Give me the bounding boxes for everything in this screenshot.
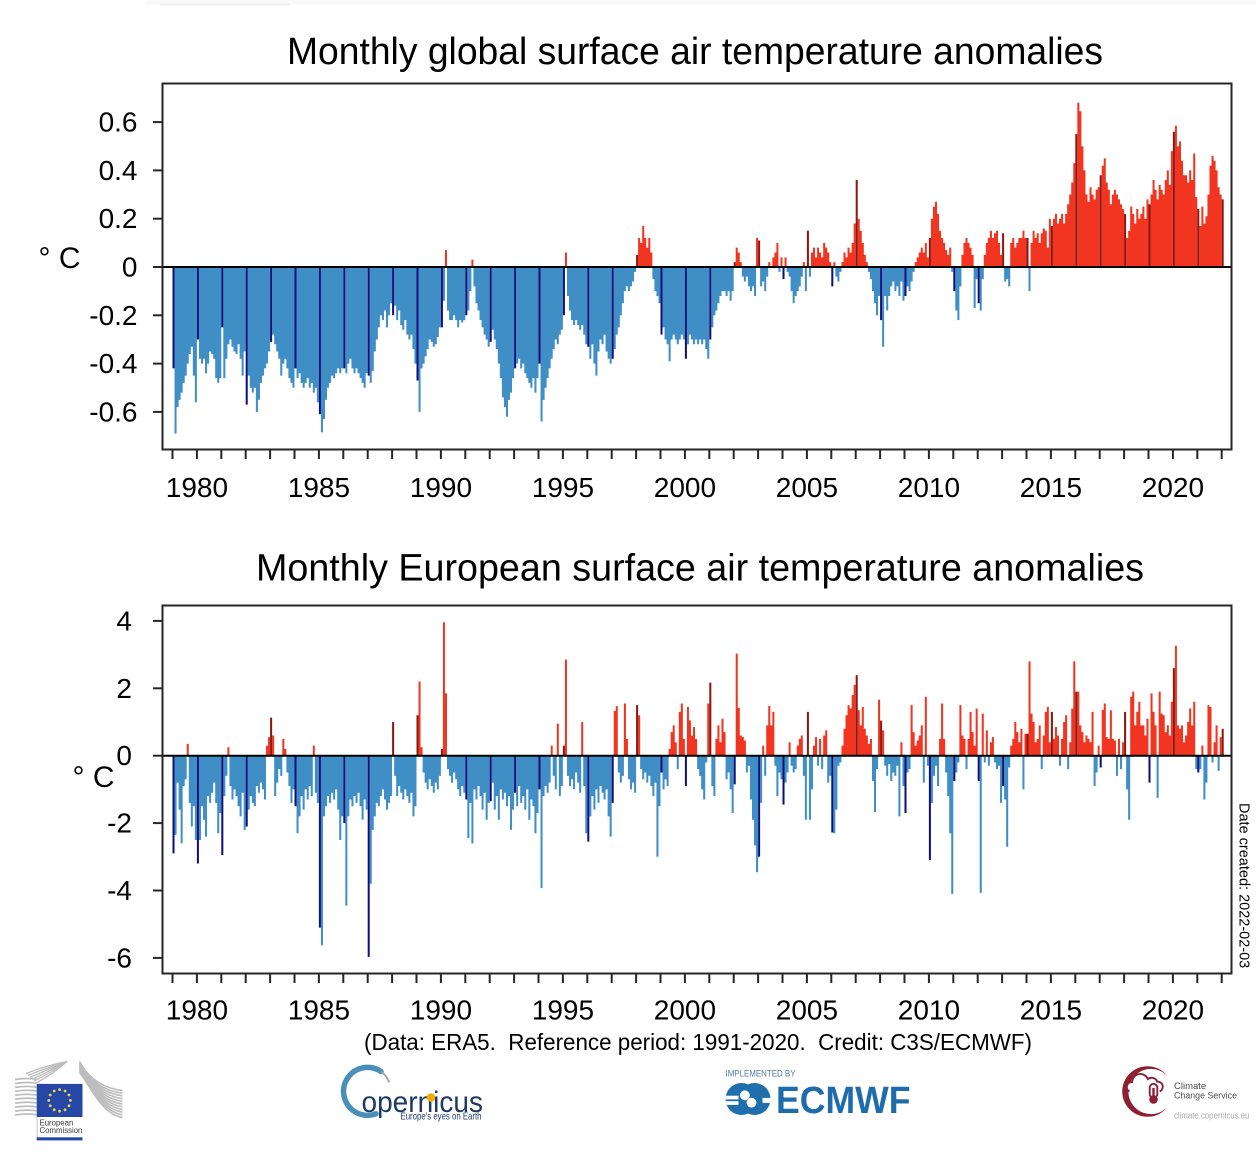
svg-text:1990: 1990 (410, 472, 472, 503)
svg-text:1980: 1980 (166, 472, 228, 503)
svg-text:0.6: 0.6 (99, 107, 138, 138)
svg-text:1985: 1985 (288, 472, 350, 503)
svg-text:ECMWF: ECMWF (776, 1080, 911, 1122)
svg-text:2010: 2010 (898, 472, 960, 503)
svg-text:European: European (40, 1118, 74, 1127)
svg-text:0: 0 (116, 740, 132, 771)
svg-text:2015: 2015 (1020, 995, 1082, 1026)
svg-text:-0.6: -0.6 (89, 396, 137, 427)
svg-text:0.4: 0.4 (99, 155, 138, 186)
svg-text:2010: 2010 (898, 995, 960, 1026)
svg-text:2: 2 (116, 673, 132, 704)
svg-text:0: 0 (122, 252, 138, 283)
svg-text:2005: 2005 (776, 995, 838, 1026)
svg-text:-0.4: -0.4 (89, 348, 137, 379)
svg-text:Change Service: Change Service (1174, 1091, 1237, 1102)
svg-text:Monthly global surface air tem: Monthly global surface air temperature a… (287, 31, 1103, 73)
svg-text:opernicus: opernicus (362, 1086, 484, 1119)
svg-text:0.2: 0.2 (99, 203, 138, 234)
svg-text:Date created: 2022-02-03: Date created: 2022-02-03 (1236, 803, 1252, 968)
svg-text:2015: 2015 (1020, 472, 1082, 503)
svg-text:climate.copernicus.eu: climate.copernicus.eu (1174, 1111, 1250, 1122)
svg-text:-4: -4 (107, 875, 132, 906)
svg-text:-6: -6 (107, 942, 132, 973)
svg-text:Commission: Commission (40, 1126, 83, 1135)
svg-text:Climate: Climate (1174, 1081, 1206, 1092)
svg-text:Monthly European surface air t: Monthly European surface air temperature… (256, 548, 1144, 590)
svg-text:2000: 2000 (654, 995, 716, 1026)
svg-text:1980: 1980 (166, 995, 228, 1026)
svg-text:° C: ° C (73, 761, 115, 794)
svg-text:-2: -2 (107, 808, 132, 839)
svg-text:4: 4 (116, 605, 132, 636)
svg-text:1985: 1985 (288, 995, 350, 1026)
svg-text:1995: 1995 (532, 472, 594, 503)
svg-text:2020: 2020 (1142, 995, 1204, 1026)
svg-text:-0.2: -0.2 (89, 300, 137, 331)
svg-text:1990: 1990 (410, 995, 472, 1026)
svg-text:2000: 2000 (654, 472, 716, 503)
svg-text:2020: 2020 (1142, 472, 1204, 503)
svg-text:° C: ° C (39, 242, 81, 275)
svg-text:Europe’s eyes on Earth: Europe’s eyes on Earth (401, 1111, 482, 1123)
svg-text:IMPLEMENTED BY: IMPLEMENTED BY (726, 1069, 796, 1079)
svg-text:2005: 2005 (776, 472, 838, 503)
svg-text:(Data: ERA5. Reference period: (Data: ERA5. Reference period: 1991-2020… (364, 1029, 1032, 1055)
svg-text:1995: 1995 (532, 995, 594, 1026)
